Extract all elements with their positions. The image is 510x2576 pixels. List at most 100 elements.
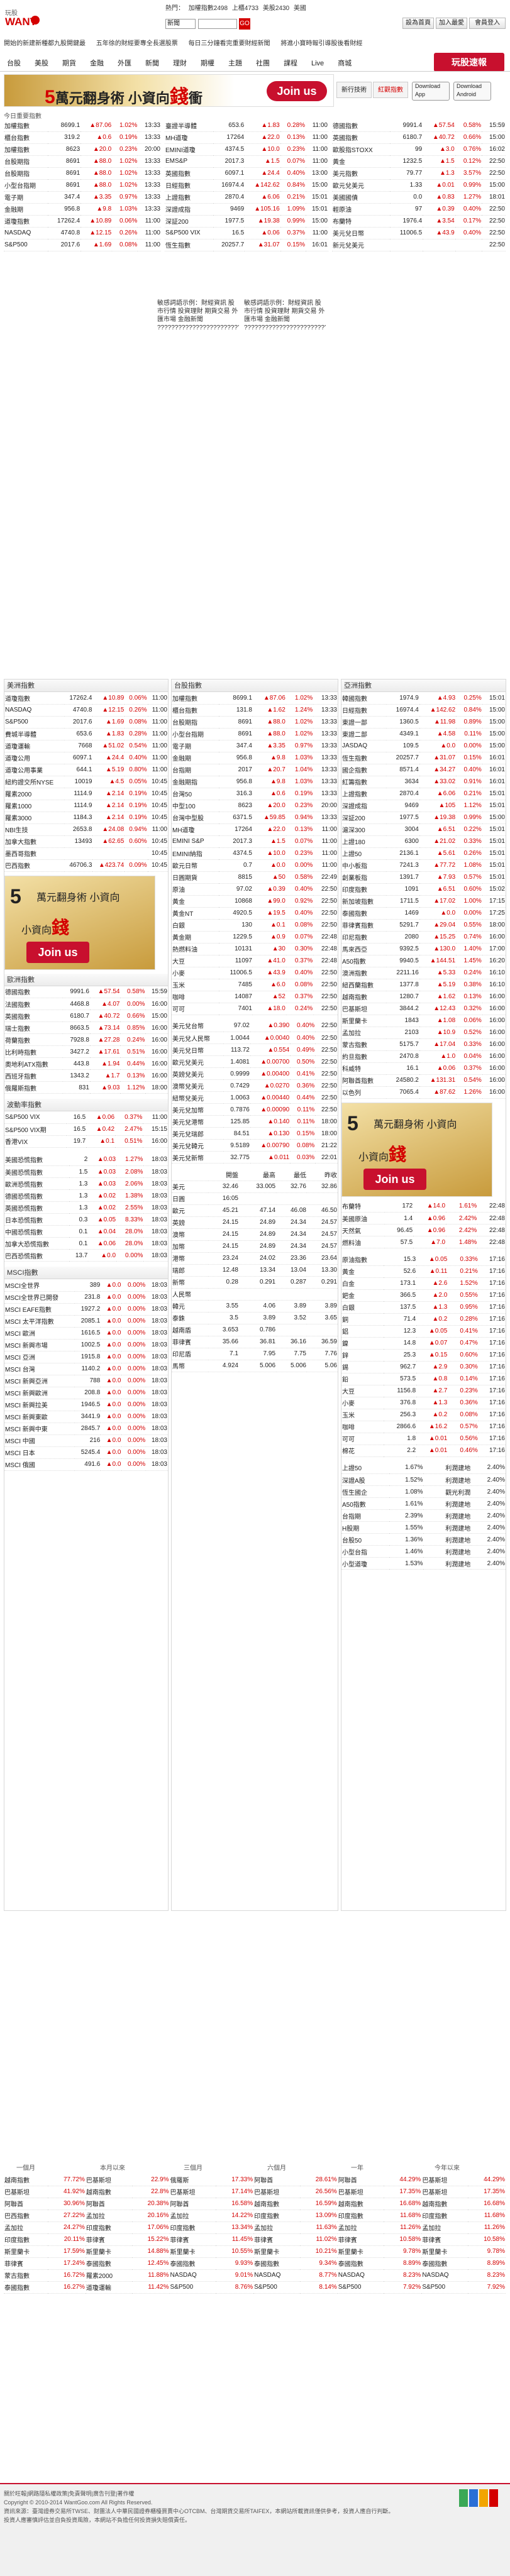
quote-row[interactable]: MSCI EAFE指數 1927.2 ▲0.0 0.00% 18:03	[4, 1303, 168, 1316]
quote-name[interactable]: 美元指數	[332, 167, 390, 180]
quote-row[interactable]: 熱燃料油 10131 ▲30 0.30% 22:48	[172, 943, 338, 955]
quote-name[interactable]: MSCI 新興東歐	[4, 1411, 75, 1423]
quote-row[interactable]: 紐西蘭指數 1377.8 ▲5.19 0.38% 16:10	[341, 979, 506, 991]
promo-button[interactable]: 玩股速報	[434, 53, 504, 72]
quote-row[interactable]: 阿聯酋指數 24580.2 ▲131.31 0.54% 16:00	[341, 1074, 506, 1087]
quote-row[interactable]: 日經指數 16974.4 ▲142.62 0.84% 15:00	[341, 704, 506, 717]
quote-name[interactable]: 櫃台指數	[172, 704, 219, 717]
quote-row[interactable]: 銅 71.4 ▲0.2 0.28% 17:16	[341, 1313, 506, 1326]
quote-name[interactable]: 金融期	[172, 752, 219, 764]
quote-name[interactable]: 美元兌台幣	[172, 1020, 223, 1032]
quote-row[interactable]: 黃金NT 4920.5 ▲19.5 0.40% 22:50	[172, 907, 338, 920]
quote-name[interactable]: 中國恐慌指數	[4, 1225, 69, 1238]
quote-row[interactable]: 歐元日幣 0.7 ▲0.0 0.00% 11:00	[172, 859, 338, 872]
quote-row[interactable]: 臺證半導體 653.6 ▲1.83 0.28% 11:00	[165, 119, 328, 132]
quote-row[interactable]: 布蘭特 172 ▲14.0 1.61% 22:48	[341, 1200, 506, 1213]
ranking-row[interactable]: 印度指數 20.11% 菲律賓 15.22% 菲律賓 11.45% 菲律賓 11.02% 菲律賓…	[4, 2233, 506, 2246]
nav-item[interactable]: 主題	[228, 60, 242, 67]
quote-row[interactable]: 道瓊公用事業 644.1 ▲5.19 0.80% 11:00	[4, 764, 168, 776]
quote-row[interactable]: 美國恐慌指數 1.5 ▲0.03 2.08% 18:03	[4, 1165, 168, 1178]
table-row[interactable]: 港幣 23.24 24.02 23.36 23.64	[172, 1252, 338, 1265]
quote-row[interactable]: MSCI 中國 216 ▲0.0 0.00% 18:03	[4, 1434, 168, 1447]
quote-name[interactable]: NASDAQ	[4, 704, 64, 717]
quote-name[interactable]: 德國恐慌指數	[4, 1189, 69, 1202]
quote-row[interactable]: 俄羅斯指數 831 ▲9.03 1.12% 18:00	[4, 1081, 168, 1094]
quote-name[interactable]: 美國原油	[341, 1212, 385, 1225]
quote-row[interactable]: S&P500 VIX期 16.5 ▲0.42 2.47% 15:15	[4, 1123, 168, 1136]
quote-row[interactable]: MH道瓊 17264 ▲22.0 0.13% 11:00	[165, 131, 328, 144]
quote-row[interactable]: 大豆 11097 ▲41.0 0.37% 22:48	[172, 955, 338, 967]
quote-name[interactable]: MSCI全世界已開發	[4, 1291, 75, 1304]
quote-name[interactable]: EMS&P	[165, 155, 213, 168]
quote-row[interactable]: MSCI 太平洋指數 2085.1 ▲0.0 0.00% 18:03	[4, 1315, 168, 1328]
quote-row[interactable]: MSCI 新興拉美 1946.5 ▲0.0 0.00% 18:03	[4, 1399, 168, 1411]
quote-name[interactable]: 玉米	[341, 1409, 384, 1421]
quote-row[interactable]: 台股期指 8691 ▲88.0 1.02% 13:33	[172, 716, 338, 729]
quote-name[interactable]: 費城半導體	[4, 728, 64, 740]
ranking-row[interactable]: 蒙古指數 16.72% 羅素2000 11.88% NASDAQ 9.01% NASDAQ 8…	[4, 2269, 506, 2282]
quote-name[interactable]: 美國恐慌指數	[4, 1165, 69, 1178]
quote-row[interactable]: MSCI 台灣 1140.2 ▲0.0 0.00% 18:03	[4, 1363, 168, 1375]
quote-name[interactable]: MSCI 亞洲	[4, 1351, 75, 1363]
quote-row[interactable]: 原油指數 15.3 ▲0.05 0.33% 17:16	[341, 1253, 506, 1266]
quote-name[interactable]: 國企指數	[341, 764, 387, 776]
table-row[interactable]: 美元 32.46 33.005 32.76 32.86	[172, 1181, 338, 1193]
quote-name[interactable]: 法國指數	[4, 998, 64, 1010]
ranking-row[interactable]: 斯里蘭卡 17.59% 斯里蘭卡 14.88% 斯里蘭卡 10.55% 斯里蘭卡 10.21%…	[4, 2245, 506, 2258]
table-row[interactable]: 新幣 0.28 0.291 0.287 0.291	[172, 1276, 338, 1289]
quote-name[interactable]: NBI生技	[4, 823, 64, 836]
quote-row[interactable]: 黃金 10868 ▲99.0 0.92% 22:50	[172, 895, 338, 908]
quote-name[interactable]: 日經指數	[165, 179, 213, 192]
quote-row[interactable]: 巴西恐慌指數 13.7 ▲0.0 0.00% 18:03	[4, 1249, 168, 1262]
quote-name[interactable]: 中小板指	[341, 859, 387, 872]
quote-name[interactable]: EMINI道瓊	[165, 143, 213, 156]
quote-row[interactable]: 道瓊指數 17262.4 ▲10.89 0.06% 11:00	[4, 692, 168, 705]
quote-row[interactable]: 美元指數 79.77 ▲1.3 3.57% 22:50	[332, 167, 506, 180]
quote-row[interactable]: 道瓊運輸 7668 ▲51.02 0.54% 11:00	[4, 740, 168, 752]
quote-name[interactable]: 墨西哥指數	[4, 847, 64, 860]
quote-row[interactable]: 德國指數 9991.6 ▲57.54 0.58% 15:59	[4, 986, 168, 998]
quote-name[interactable]: 約旦指數	[341, 1050, 387, 1063]
quote-row[interactable]: 台指期 2017 ▲20.7 1.04% 13:33	[172, 764, 338, 776]
quote-row[interactable]: S&P500 VIX 16.5 ▲0.06 0.37% 11:00	[4, 1111, 168, 1124]
quote-row[interactable]: 菲律賓指數 5291.7 ▲29.04 0.55% 18:00	[341, 919, 506, 932]
ranking-row[interactable]: 泰國指數 16.27% 道瓊運輸 11.42% S&P500 8.76% S&P500 8.1…	[4, 2281, 506, 2294]
quote-name[interactable]: 歐元兌美元	[172, 1055, 223, 1068]
quote-name[interactable]: 咖啡	[341, 1421, 384, 1433]
quote-row[interactable]: EMINI納指 4374.5 ▲10.0 0.23% 11:00	[172, 847, 338, 860]
quote-name[interactable]: 玉米	[172, 979, 219, 991]
quote-name[interactable]: 馬來西亞	[341, 943, 387, 955]
quote-name[interactable]: 台指期	[341, 1509, 389, 1522]
quote-name[interactable]: 英鎊兌美元	[172, 1067, 223, 1080]
quote-name[interactable]: 黃金	[172, 895, 219, 908]
quote-name[interactable]: 鈀金	[341, 1289, 384, 1302]
quote-row[interactable]: 櫃台指數 319.2 ▲0.6 0.19% 13:33	[4, 131, 161, 144]
quote-name[interactable]: 越南指數	[341, 991, 387, 1003]
quote-name[interactable]: 上證50	[341, 847, 387, 860]
quote-row[interactable]: 台股期指 8691 ▲88.0 1.02% 13:33	[4, 167, 161, 180]
quote-row[interactable]: 台股50 1.36% 利潤建地 2.40%	[341, 1533, 506, 1546]
quote-row[interactable]: 印尼指數 2080 ▲15.25 0.74% 16:00	[341, 931, 506, 944]
quote-name[interactable]: 小型台指期	[4, 179, 48, 192]
download-app-button[interactable]: Download App	[412, 82, 450, 101]
quote-name[interactable]: 斯里蘭卡	[341, 1015, 387, 1027]
quote-row[interactable]: MSCI 新興亞洲 788 ▲0.0 0.00% 18:03	[4, 1375, 168, 1387]
quote-name[interactable]: MSCI 日本	[4, 1446, 75, 1459]
quote-name[interactable]: 深證成指	[341, 800, 387, 812]
quote-row[interactable]: 巴基斯坦 3844.2 ▲12.43 0.32% 16:00	[341, 1003, 506, 1015]
search-button[interactable]: GO	[239, 18, 250, 30]
quote-row[interactable]: 孟加拉 2103 ▲10.9 0.52% 16:00	[341, 1027, 506, 1039]
quote-row[interactable]: 小麥 376.8 ▲1.3 0.36% 17:16	[341, 1397, 506, 1409]
quote-row[interactable]: 道瓊公用 6097.1 ▲24.4 0.40% 11:00	[4, 752, 168, 764]
quote-name[interactable]: 台股50	[341, 1533, 389, 1546]
quote-row[interactable]: 美元兌新幣 32.775 ▲0.011 0.03% 22:01	[172, 1151, 338, 1164]
quote-name[interactable]: EMINI納指	[172, 847, 219, 860]
quote-row[interactable]: 新元兌美元 22:50	[332, 239, 506, 251]
quote-row[interactable]: 玉米 7485 ▲6.0 0.08% 22:50	[172, 979, 338, 991]
quote-name[interactable]: 比利時指數	[4, 1045, 64, 1058]
nav-item[interactable]: 期權	[201, 60, 214, 67]
ranking-row[interactable]: 巴基斯坦 41.92% 越南指數 22.8% 巴基斯坦 17.14% 巴基斯坦 26.56% 巴…	[4, 2186, 506, 2198]
quote-name[interactable]: 美元兌日幣	[172, 1043, 223, 1056]
quote-row[interactable]: 比利時指數 3427.2 ▲17.61 0.51% 16:00	[4, 1045, 168, 1058]
quote-name[interactable]: MSCI 俄國	[4, 1458, 75, 1471]
